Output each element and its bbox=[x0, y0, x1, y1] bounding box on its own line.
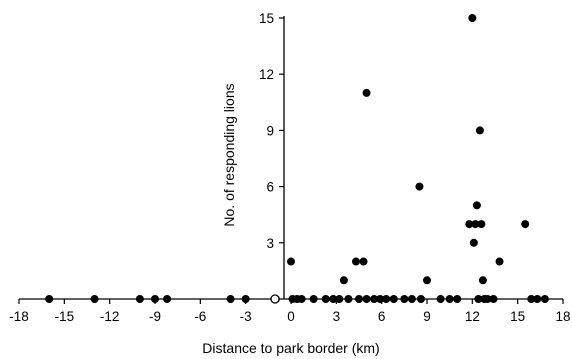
x-tick-label: -6 bbox=[194, 309, 206, 324]
data-point bbox=[241, 295, 250, 303]
data-point bbox=[382, 295, 391, 303]
data-point bbox=[351, 257, 360, 266]
data-point bbox=[362, 88, 371, 97]
x-tick-label: -3 bbox=[240, 309, 252, 324]
y-tick-label: 15 bbox=[259, 11, 274, 26]
plot-area: -18 -15 -12 -9 -6 -3 0 3 6 9 12 15 18 3 6 9 12 15 bbox=[9, 11, 570, 324]
data-point bbox=[45, 295, 54, 303]
data-point bbox=[475, 126, 484, 135]
y-tick-label: 3 bbox=[266, 236, 274, 251]
data-point bbox=[297, 295, 306, 303]
data-point bbox=[445, 295, 454, 303]
data-point bbox=[135, 295, 144, 303]
data-point bbox=[226, 295, 235, 303]
data-point bbox=[489, 295, 498, 303]
data-point bbox=[370, 295, 379, 303]
data-point bbox=[436, 295, 445, 303]
data-point bbox=[415, 182, 424, 191]
x-tick-label: 0 bbox=[287, 309, 295, 324]
data-point bbox=[495, 257, 504, 266]
data-point bbox=[335, 295, 344, 303]
data-point bbox=[90, 295, 99, 303]
data-point bbox=[309, 295, 318, 303]
data-point bbox=[477, 220, 486, 229]
x-tick-label: 12 bbox=[465, 309, 480, 324]
data-point bbox=[339, 276, 348, 285]
data-point bbox=[471, 220, 480, 229]
data-point bbox=[527, 295, 536, 303]
x-tick-label: 18 bbox=[555, 309, 570, 324]
x-tick-label: -18 bbox=[9, 309, 29, 324]
data-point bbox=[151, 295, 159, 303]
data-point bbox=[469, 238, 478, 247]
data-point bbox=[540, 295, 549, 303]
data-point bbox=[287, 257, 295, 266]
data-point bbox=[355, 295, 363, 303]
data-point bbox=[321, 295, 330, 303]
data-point bbox=[329, 295, 338, 303]
y-axis-title: No. of responding lions bbox=[221, 83, 237, 226]
y-tick-label: 6 bbox=[266, 180, 274, 195]
data-point bbox=[483, 295, 492, 303]
x-axis-title: Distance to park border (km) bbox=[202, 340, 379, 356]
data-point bbox=[359, 257, 368, 266]
data-point bbox=[453, 295, 462, 303]
x-tick-label: 15 bbox=[510, 309, 525, 324]
data-point bbox=[416, 295, 425, 303]
data-point-open bbox=[270, 294, 280, 304]
y-tick-label: 12 bbox=[259, 67, 274, 82]
data-point bbox=[472, 201, 481, 210]
x-tick-label: -9 bbox=[149, 309, 161, 324]
data-point bbox=[400, 295, 409, 303]
data-point bbox=[389, 295, 398, 303]
data-point bbox=[376, 295, 385, 303]
data-point bbox=[521, 220, 530, 229]
data-point bbox=[163, 295, 172, 303]
data-point bbox=[407, 295, 416, 303]
x-tick-label: 6 bbox=[378, 309, 386, 324]
data-point bbox=[478, 276, 487, 285]
data-point bbox=[533, 295, 542, 303]
data-point bbox=[344, 295, 353, 303]
data-point bbox=[474, 295, 483, 303]
x-tick-label: -15 bbox=[55, 309, 75, 324]
data-point bbox=[362, 295, 371, 303]
x-tick-label: 3 bbox=[333, 309, 341, 324]
data-point bbox=[468, 14, 477, 22]
x-tick-label: 9 bbox=[423, 309, 431, 324]
data-point bbox=[465, 220, 474, 229]
x-tick-label: -12 bbox=[100, 309, 120, 324]
y-tick-label: 9 bbox=[266, 123, 274, 138]
data-point bbox=[423, 276, 431, 285]
